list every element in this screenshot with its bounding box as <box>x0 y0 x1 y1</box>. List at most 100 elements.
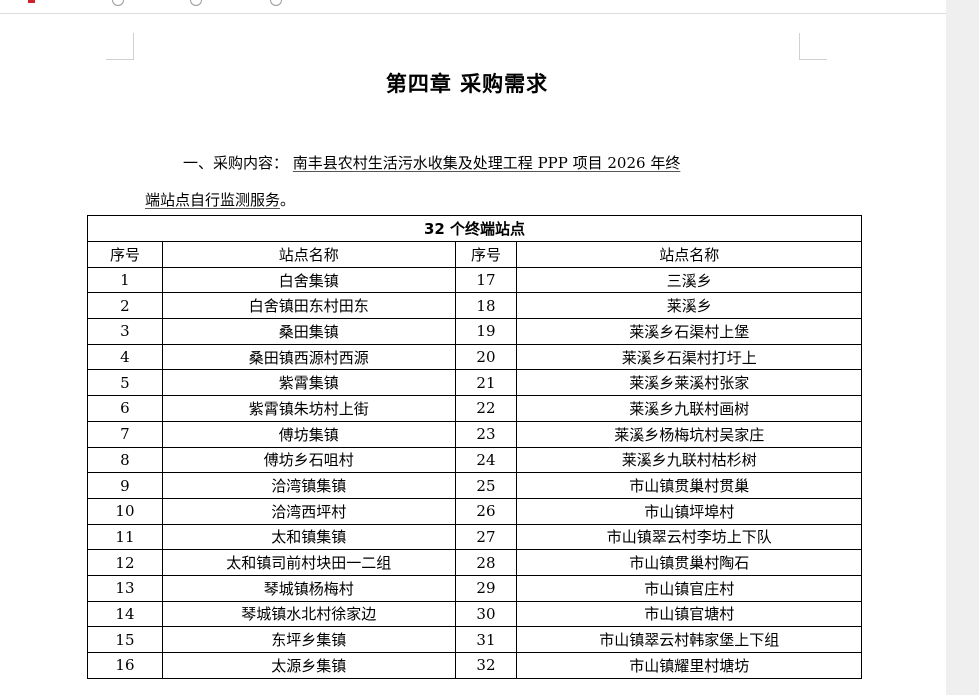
cell-station-name: 莱溪乡莱溪村张家 <box>516 369 862 397</box>
header-index: 序号 <box>454 241 518 268</box>
table-row: 16 太源乡集镇 32 市山镇耀里村塘坊 <box>87 652 862 679</box>
toolbar-icon[interactable] <box>270 0 282 6</box>
table-row: 11 太和镇集镇 27 市山镇翠云村李坊上下队 <box>87 523 862 551</box>
cell-station-name: 傅坊乡石咀村 <box>161 446 456 474</box>
cell-station-name: 太和镇司前村块田一二组 <box>161 549 456 576</box>
cell-index: 22 <box>454 395 518 422</box>
cell-station-name: 市山镇官庄村 <box>516 574 862 602</box>
cell-station-name: 洽湾镇集镇 <box>161 472 456 499</box>
stations-table: 32 个终端站点 序号 站点名称 序号 站点名称 1 白舍集镇 17 三溪乡 2 白舍镇田东村田… <box>87 215 862 679</box>
cell-station-name: 傅坊集镇 <box>161 420 456 448</box>
cell-index: 10 <box>87 497 163 525</box>
table-row: 15 东坪乡集镇 31 市山镇翠云村韩家堡上下组 <box>87 626 862 653</box>
cell-index: 11 <box>87 523 163 551</box>
table-row: 8 傅坊乡石咀村 24 莱溪乡九联村枯杉树 <box>87 446 862 474</box>
cell-station-name: 三溪乡 <box>516 266 862 294</box>
cell-station-name: 莱溪乡石渠村打圩上 <box>516 343 862 371</box>
cell-station-name: 白舍镇田东村田东 <box>161 292 456 320</box>
table-row: 4 桑田镇西源村西源 20 莱溪乡石渠村打圩上 <box>87 343 862 371</box>
para-prefix: 一、采购内容： <box>183 154 289 172</box>
table-row: 14 琴城镇水北村徐家边 30 市山镇官塘村 <box>87 600 862 628</box>
cell-station-name: 莱溪乡九联村画树 <box>516 395 862 422</box>
cell-station-name: 莱溪乡九联村枯杉树 <box>516 446 862 474</box>
para-underlined: 南丰县农村生活污水收集及处理工程 PPP 项目 2026 年终 <box>292 154 681 172</box>
cell-index: 20 <box>454 343 518 371</box>
cell-station-name: 紫霄镇朱坊村上街 <box>161 395 456 422</box>
table-row: 10 洽湾西坪村 26 市山镇坪埠村 <box>87 497 862 525</box>
header-station-name: 站点名称 <box>516 241 862 268</box>
cell-index: 6 <box>87 395 163 422</box>
cell-station-name: 市山镇贯巢村贯巢 <box>516 472 862 499</box>
header-index: 序号 <box>87 241 163 268</box>
cell-station-name: 琴城镇水北村徐家边 <box>161 600 456 628</box>
paragraph-line-2: 端站点自行监测服务。 <box>145 190 295 210</box>
cell-station-name: 市山镇坪埠村 <box>516 497 862 525</box>
table-row: 6 紫霄镇朱坊村上街 22 莱溪乡九联村画树 <box>87 395 862 422</box>
cell-index: 4 <box>87 343 163 371</box>
cell-station-name: 莱溪乡 <box>516 292 862 320</box>
cell-index: 30 <box>454 600 518 628</box>
table-row: 2 白舍镇田东村田东 18 莱溪乡 <box>87 292 862 320</box>
cell-index: 8 <box>87 446 163 474</box>
toolbar <box>0 0 946 14</box>
cell-index: 24 <box>454 446 518 474</box>
table-row: 12 太和镇司前村块田一二组 28 市山镇贯巢村陶石 <box>87 549 862 576</box>
cell-index: 18 <box>454 292 518 320</box>
cell-index: 1 <box>87 266 163 294</box>
cell-index: 19 <box>454 318 518 345</box>
table-row: 1 白舍集镇 17 三溪乡 <box>87 266 862 294</box>
cell-station-name: 市山镇贯巢村陶石 <box>516 549 862 576</box>
cell-index: 9 <box>87 472 163 499</box>
cell-station-name: 桑田镇西源村西源 <box>161 343 456 371</box>
cell-index: 21 <box>454 369 518 397</box>
cell-station-name: 莱溪乡杨梅坑村吴家庄 <box>516 420 862 448</box>
cell-index: 31 <box>454 626 518 653</box>
cell-index: 25 <box>454 472 518 499</box>
page-corner-mark <box>799 33 827 60</box>
cell-index: 23 <box>454 420 518 448</box>
table-row: 3 桑田集镇 19 莱溪乡石渠村上堡 <box>87 318 862 345</box>
table-header-row: 序号 站点名称 序号 站点名称 <box>87 241 862 268</box>
table-row: 5 紫霄集镇 21 莱溪乡莱溪村张家 <box>87 369 862 397</box>
cell-station-name: 琴城镇杨梅村 <box>161 574 456 602</box>
cell-index: 17 <box>454 266 518 294</box>
cell-index: 3 <box>87 318 163 345</box>
cell-index: 28 <box>454 549 518 576</box>
cell-index: 5 <box>87 369 163 397</box>
cell-station-name: 太和镇集镇 <box>161 523 456 551</box>
cell-station-name: 白舍集镇 <box>161 266 456 294</box>
scrollbar[interactable] <box>946 0 979 695</box>
cell-index: 7 <box>87 420 163 448</box>
cell-station-name: 市山镇翠云村李坊上下队 <box>516 523 862 551</box>
cell-index: 2 <box>87 292 163 320</box>
cell-station-name: 东坪乡集镇 <box>161 626 456 653</box>
cell-index: 26 <box>454 497 518 525</box>
cell-station-name: 桑田集镇 <box>161 318 456 345</box>
cell-station-name: 太源乡集镇 <box>161 652 456 679</box>
cell-station-name: 莱溪乡石渠村上堡 <box>516 318 862 345</box>
table-caption: 32 个终端站点 <box>87 215 862 242</box>
table-row: 7 傅坊集镇 23 莱溪乡杨梅坑村吴家庄 <box>87 420 862 448</box>
cell-index: 12 <box>87 549 163 576</box>
table-row: 9 洽湾镇集镇 25 市山镇贯巢村贯巢 <box>87 472 862 499</box>
cell-station-name: 市山镇翠云村韩家堡上下组 <box>516 626 862 653</box>
cell-index: 32 <box>454 652 518 679</box>
cell-station-name: 紫霄集镇 <box>161 369 456 397</box>
cell-index: 15 <box>87 626 163 653</box>
cell-station-name: 市山镇官塘村 <box>516 600 862 628</box>
cell-station-name: 洽湾西坪村 <box>161 497 456 525</box>
table-row: 13 琴城镇杨梅村 29 市山镇官庄村 <box>87 574 862 602</box>
page-title: 第四章 采购需求 <box>385 72 549 96</box>
para-end: 。 <box>280 191 296 209</box>
header-station-name: 站点名称 <box>161 241 456 268</box>
toolbar-red-icon[interactable] <box>28 0 35 3</box>
cell-station-name: 市山镇耀里村塘坊 <box>516 652 862 679</box>
toolbar-icon[interactable] <box>190 0 202 6</box>
para-underlined: 端站点自行监测服务 <box>145 191 281 209</box>
page-corner-mark <box>106 33 134 60</box>
paragraph-line-1: 一、采购内容： 南丰县农村生活污水收集及处理工程 PPP 项目 2026 年终 <box>183 153 680 173</box>
cell-index: 14 <box>87 600 163 628</box>
cell-index: 27 <box>454 523 518 551</box>
toolbar-icon[interactable] <box>112 0 124 6</box>
cell-index: 13 <box>87 574 163 602</box>
